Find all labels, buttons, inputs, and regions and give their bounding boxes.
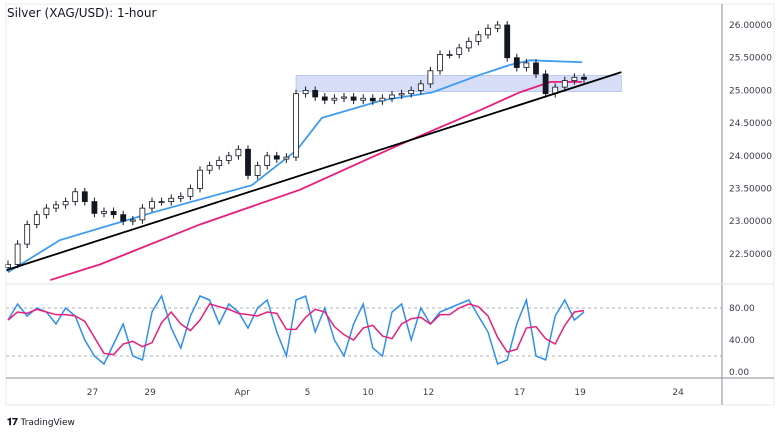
stoch-tick-label: 40.00 xyxy=(729,336,755,346)
price-tick-label: 24.50000 xyxy=(729,119,772,129)
price-tick-label: 24.00000 xyxy=(729,152,772,162)
candle-up xyxy=(475,34,482,42)
time-tick-label: 10 xyxy=(362,388,374,398)
candle-up xyxy=(24,224,31,245)
time-tick-label: 17 xyxy=(514,388,525,398)
candle-up xyxy=(53,204,59,209)
candle-up xyxy=(158,201,165,203)
candle-down xyxy=(581,76,587,80)
candle-down xyxy=(110,210,117,216)
candle-up xyxy=(571,76,578,81)
candle-down xyxy=(321,96,328,101)
candle-up xyxy=(561,80,568,88)
trendline xyxy=(5,71,622,272)
candle-down xyxy=(312,90,319,98)
candle-up xyxy=(408,90,415,95)
time-tick-label: 27 xyxy=(87,388,98,398)
candle-up xyxy=(446,54,453,56)
candle-down xyxy=(245,148,251,176)
time-tick-label: 5 xyxy=(305,388,311,398)
candle-up xyxy=(216,159,223,167)
tradingview-brand[interactable]: 𝟏7 TradingView xyxy=(7,417,75,428)
time-tick-label: 12 xyxy=(423,388,434,398)
candle-down xyxy=(504,24,511,59)
moving-average-slow xyxy=(49,80,583,281)
time-tick-label: 29 xyxy=(144,388,156,398)
candle-up xyxy=(379,97,386,102)
candle-down xyxy=(273,155,280,160)
candle-up xyxy=(523,62,530,68)
candle-up xyxy=(264,155,271,167)
candle-up xyxy=(427,70,434,85)
stoch-tick-label: 0.00 xyxy=(729,368,749,378)
price-tick-label: 22.50000 xyxy=(729,250,772,260)
price-tick-label: 23.00000 xyxy=(729,217,772,227)
candle-up xyxy=(43,207,50,216)
tradingview-logo-icon: 𝟏7 xyxy=(7,417,18,428)
time-tick-label: Apr xyxy=(234,388,250,398)
candle-up xyxy=(139,207,146,221)
candle-up xyxy=(72,191,79,202)
candle-up xyxy=(129,219,136,222)
candle-up xyxy=(206,165,213,171)
candle-down xyxy=(533,62,539,75)
price-tick-label: 25.00000 xyxy=(729,86,772,96)
chart-title: Silver (XAG/USD): 1-hour xyxy=(7,6,157,20)
candle-up xyxy=(417,83,424,91)
candle-up xyxy=(456,47,463,55)
candle-up xyxy=(197,169,203,189)
candle-up xyxy=(62,201,69,206)
candle-up xyxy=(437,54,443,72)
candle-up xyxy=(101,210,107,214)
candle-down xyxy=(350,96,357,101)
candle-up xyxy=(389,94,395,99)
candle-up xyxy=(235,148,242,157)
candle-up xyxy=(177,195,184,199)
candle-up xyxy=(293,93,299,158)
candle-up xyxy=(494,24,501,29)
brand-name: TradingView xyxy=(20,417,75,428)
candle-up xyxy=(225,155,232,161)
chart-frame xyxy=(5,3,775,406)
candle-down xyxy=(369,97,376,102)
stoch-tick-label: 80.00 xyxy=(729,304,755,314)
candle-up xyxy=(149,201,155,209)
time-tick-label: 19 xyxy=(574,388,586,398)
candle-up xyxy=(254,165,261,176)
stoch-d-line xyxy=(7,303,585,356)
candle-up xyxy=(168,197,175,202)
candle-up xyxy=(398,93,405,96)
candle-down xyxy=(91,201,98,214)
moving-average-fast xyxy=(7,59,583,273)
candle-up xyxy=(341,96,347,99)
candle-up xyxy=(465,40,472,49)
candle-down xyxy=(513,57,520,68)
price-tick-label: 23.50000 xyxy=(729,185,772,195)
stoch-k-line xyxy=(7,294,585,366)
candle-up xyxy=(187,188,194,197)
candle-up xyxy=(14,243,21,265)
candle-up xyxy=(302,90,309,95)
candle-up xyxy=(331,97,338,101)
price-tick-label: 26.00000 xyxy=(729,21,772,31)
candle-up xyxy=(33,214,40,225)
candle-up xyxy=(360,97,367,101)
candle-down xyxy=(542,73,549,95)
candle-up xyxy=(485,27,491,36)
candle-down xyxy=(81,191,88,202)
price-tick-label: 25.50000 xyxy=(729,54,772,64)
time-tick-label: 24 xyxy=(672,388,684,398)
candle-up xyxy=(283,156,290,160)
candle-down xyxy=(120,214,127,222)
